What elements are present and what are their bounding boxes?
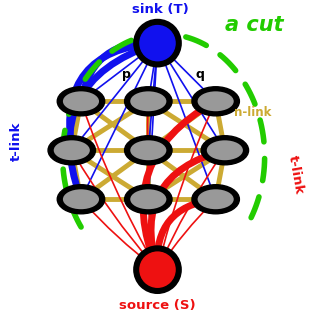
FancyArrowPatch shape (70, 43, 155, 148)
Ellipse shape (130, 140, 166, 160)
FancyArrowPatch shape (159, 46, 223, 148)
FancyArrowPatch shape (158, 46, 215, 197)
FancyArrowPatch shape (148, 202, 157, 267)
FancyArrowPatch shape (73, 45, 156, 148)
Ellipse shape (48, 136, 95, 165)
FancyArrowPatch shape (148, 46, 157, 197)
Ellipse shape (125, 185, 172, 214)
Circle shape (139, 251, 176, 289)
Text: source (S): source (S) (119, 299, 196, 312)
Text: p: p (123, 68, 131, 81)
FancyArrowPatch shape (151, 151, 222, 267)
Ellipse shape (125, 87, 172, 116)
FancyArrowPatch shape (159, 153, 223, 267)
FancyArrowPatch shape (159, 45, 214, 99)
FancyArrowPatch shape (70, 44, 155, 197)
Circle shape (135, 20, 180, 66)
Ellipse shape (57, 87, 105, 116)
FancyArrowPatch shape (82, 104, 156, 267)
Text: n-link: n-link (234, 106, 272, 118)
FancyArrowPatch shape (83, 201, 155, 268)
Ellipse shape (63, 91, 99, 111)
Ellipse shape (198, 189, 234, 209)
Ellipse shape (57, 185, 105, 214)
Text: q: q (196, 68, 205, 81)
Ellipse shape (198, 91, 234, 111)
Ellipse shape (201, 136, 249, 165)
FancyArrowPatch shape (159, 201, 214, 267)
FancyArrowPatch shape (157, 200, 213, 267)
Ellipse shape (207, 140, 243, 160)
Text: a cut: a cut (225, 15, 284, 35)
Ellipse shape (130, 189, 166, 209)
FancyArrowPatch shape (147, 104, 157, 267)
Circle shape (135, 247, 180, 293)
Text: t-link: t-link (10, 122, 23, 161)
FancyArrowPatch shape (82, 46, 156, 197)
Text: sink (T): sink (T) (132, 3, 189, 16)
Ellipse shape (54, 140, 90, 160)
Ellipse shape (63, 189, 99, 209)
Ellipse shape (130, 91, 166, 111)
Ellipse shape (192, 87, 239, 116)
FancyArrowPatch shape (83, 45, 155, 100)
FancyArrowPatch shape (73, 153, 156, 268)
Circle shape (139, 24, 176, 62)
FancyArrowPatch shape (149, 46, 157, 99)
FancyArrowPatch shape (149, 46, 157, 148)
FancyArrowPatch shape (143, 103, 213, 267)
FancyArrowPatch shape (148, 153, 157, 267)
FancyArrowPatch shape (82, 43, 155, 99)
Text: t-link: t-link (285, 154, 305, 195)
Ellipse shape (192, 185, 239, 214)
Ellipse shape (125, 136, 172, 165)
FancyArrowPatch shape (158, 104, 215, 267)
